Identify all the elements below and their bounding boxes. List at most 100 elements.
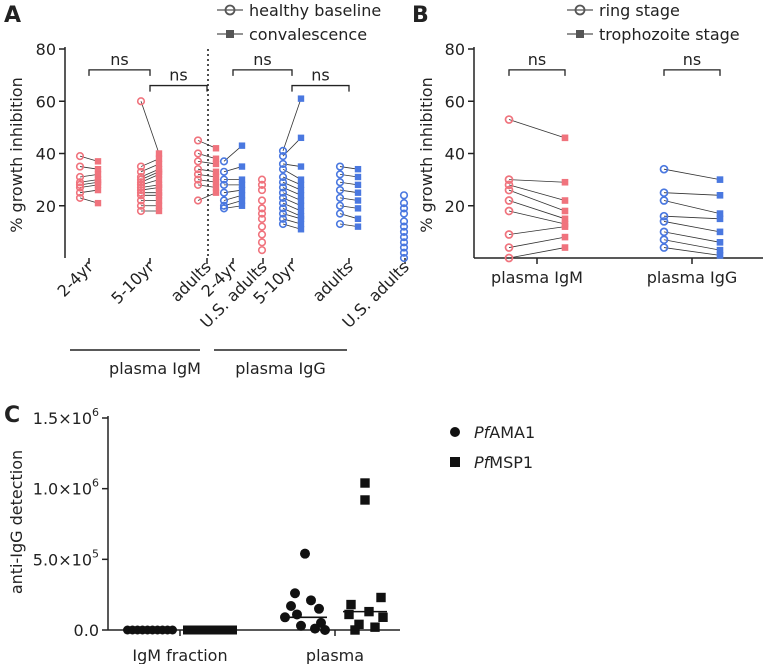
legend-label: PfAMA1 bbox=[474, 423, 535, 442]
y-tick-label: 20 bbox=[445, 197, 465, 216]
ama1-point bbox=[310, 623, 320, 634]
ring-point bbox=[504, 243, 514, 252]
baseline-point bbox=[257, 196, 267, 205]
convalescence-point bbox=[238, 176, 246, 183]
baseline-point bbox=[278, 178, 288, 187]
pair-line bbox=[508, 236, 566, 248]
y-tick-label: 1.5×106 bbox=[33, 406, 99, 428]
trophozoite-point bbox=[561, 223, 569, 230]
baseline-point bbox=[136, 183, 146, 192]
convalescence-point bbox=[212, 160, 220, 168]
ring-point bbox=[504, 196, 514, 205]
panel-c-plasma bbox=[280, 478, 388, 635]
convalescence-point bbox=[155, 171, 163, 178]
ring-point bbox=[659, 196, 669, 205]
convalescence-point bbox=[238, 197, 246, 204]
convalescence-point bbox=[212, 184, 220, 191]
pair-line bbox=[508, 184, 566, 201]
legend-label: ring stage bbox=[599, 1, 680, 20]
x-category-label: 5-10yr bbox=[107, 257, 158, 308]
ring-point bbox=[504, 115, 514, 124]
baseline-point bbox=[399, 243, 409, 252]
convalescence-point bbox=[212, 179, 220, 186]
msp1-point bbox=[360, 478, 370, 488]
msp1-point bbox=[360, 495, 370, 505]
pair-line bbox=[508, 119, 566, 139]
panel-b-legend: ring stage trophozoite stage bbox=[567, 1, 740, 44]
baseline-point bbox=[399, 191, 409, 200]
convalescence-point bbox=[155, 160, 163, 168]
convalescence-point bbox=[94, 186, 102, 194]
convalescence-point bbox=[297, 163, 305, 170]
panel-a-plasma-igm-adults bbox=[193, 136, 220, 205]
ring-point bbox=[504, 206, 514, 216]
baseline-point bbox=[75, 193, 85, 203]
convalescence-point bbox=[155, 207, 163, 215]
convalescence-point bbox=[297, 181, 305, 189]
y-tick-label: 40 bbox=[36, 145, 56, 164]
baseline-point bbox=[219, 175, 229, 184]
y-tick-label: 80 bbox=[36, 40, 56, 59]
convalescence-point bbox=[94, 158, 102, 165]
baseline-point bbox=[399, 238, 409, 247]
convalescence-point bbox=[297, 95, 305, 102]
trophozoite-point bbox=[716, 246, 724, 254]
trophozoite-point bbox=[561, 134, 569, 142]
pair-line bbox=[282, 98, 302, 152]
bracket-line bbox=[232, 69, 293, 76]
baseline-point bbox=[136, 162, 146, 171]
legend-label-italic: Pf bbox=[474, 453, 492, 472]
ama1-point bbox=[286, 600, 296, 611]
baseline-point bbox=[193, 157, 203, 166]
baseline-point bbox=[136, 188, 146, 197]
baseline-point bbox=[257, 185, 267, 195]
convalescence-point bbox=[212, 189, 220, 196]
msp1-point bbox=[228, 625, 237, 635]
legend-item-healthy-baseline: healthy baseline bbox=[217, 1, 381, 20]
baseline-point bbox=[75, 152, 85, 161]
convalescence-point bbox=[212, 145, 220, 152]
trophozoite-point bbox=[716, 228, 724, 236]
pair-line bbox=[663, 200, 721, 214]
pair-line bbox=[663, 239, 721, 251]
panel-b: B % growth inhibition 20 40 60 80 plasma IgM… bbox=[412, 1, 763, 287]
panel-a-plasma-igm-2-4yr bbox=[75, 152, 102, 207]
ring-point bbox=[504, 175, 514, 184]
msp1-point bbox=[350, 625, 360, 635]
baseline-point bbox=[335, 201, 345, 210]
pair-line bbox=[663, 231, 721, 243]
convalescence-point bbox=[354, 189, 362, 196]
trophozoite-point bbox=[561, 207, 569, 215]
ring-point bbox=[504, 185, 514, 195]
legend-item-pfmsp1: PfMSP1 bbox=[450, 453, 533, 472]
baseline-point bbox=[335, 185, 345, 195]
significance-bracket: ns bbox=[663, 50, 721, 76]
baseline-point bbox=[335, 162, 345, 171]
panel-c-igm-fraction bbox=[123, 625, 237, 635]
baseline-point bbox=[278, 209, 288, 218]
baseline-point bbox=[136, 178, 146, 187]
baseline-point bbox=[136, 201, 146, 210]
baseline-point bbox=[257, 230, 267, 239]
baseline-point bbox=[75, 183, 85, 192]
baseline-point bbox=[399, 209, 409, 218]
significance-bracket: ns bbox=[508, 50, 566, 76]
y-tick-mantissa: 5.0×10 bbox=[33, 550, 92, 569]
msp1-point bbox=[346, 599, 356, 610]
baseline-point bbox=[399, 217, 409, 226]
baseline-point bbox=[136, 206, 146, 216]
baseline-point bbox=[257, 214, 267, 223]
convalescence-point bbox=[297, 220, 305, 228]
baseline-point bbox=[136, 180, 146, 189]
baseline-point bbox=[399, 248, 409, 257]
ring-point bbox=[659, 243, 669, 252]
baseline-point bbox=[75, 162, 85, 171]
y-tick-label: 1.0×106 bbox=[33, 477, 99, 499]
ring-point bbox=[504, 180, 514, 190]
convalescence-point bbox=[94, 181, 102, 189]
baseline-point bbox=[193, 175, 203, 184]
convalescence-point bbox=[238, 142, 246, 149]
baseline-point bbox=[75, 172, 85, 182]
legend-label: PfMSP1 bbox=[474, 453, 533, 472]
